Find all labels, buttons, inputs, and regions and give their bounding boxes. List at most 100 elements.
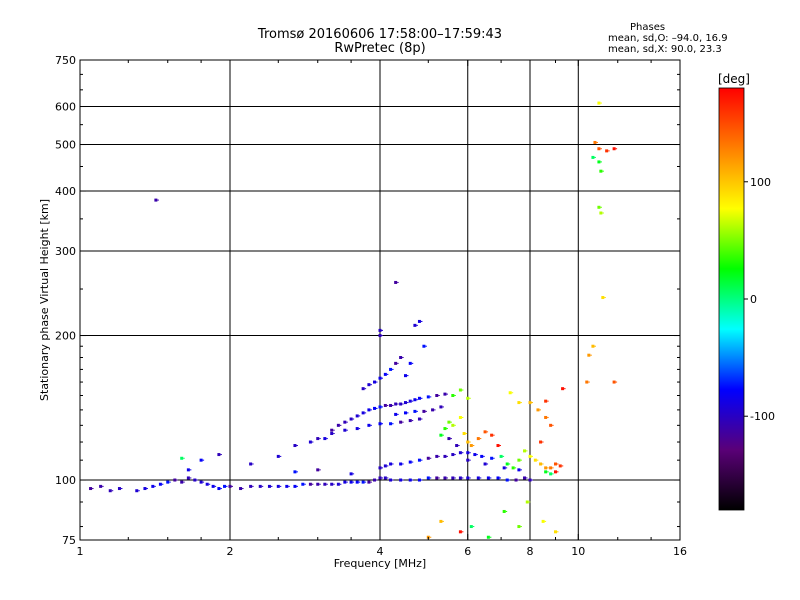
data-point-mark <box>442 406 444 408</box>
data-point-mark <box>469 477 471 479</box>
data-point <box>447 420 451 424</box>
data-point <box>367 383 371 387</box>
data-point-mark <box>376 479 378 481</box>
data-point-mark <box>429 477 432 479</box>
data-point <box>99 484 103 488</box>
data-point-mark <box>288 485 290 487</box>
data-point <box>408 419 412 423</box>
data-point-mark <box>189 469 192 471</box>
data-point-mark <box>547 416 549 418</box>
data-point <box>466 451 470 455</box>
data-point-mark <box>514 467 517 469</box>
data-point-mark <box>392 423 394 425</box>
grid-lines <box>80 60 680 540</box>
data-point-mark <box>370 481 372 483</box>
data-point-mark <box>208 483 211 485</box>
data-point-mark <box>604 297 606 299</box>
data-point <box>417 396 421 400</box>
data-point <box>505 462 509 466</box>
data-point-mark <box>438 395 440 397</box>
data-point-mark <box>411 400 414 402</box>
data-point <box>389 478 393 482</box>
data-point-mark <box>508 463 511 465</box>
data-point-mark <box>461 416 464 418</box>
data-point <box>117 487 121 491</box>
data-point-mark <box>469 397 471 399</box>
data-point <box>528 478 532 482</box>
data-point-mark <box>446 428 448 430</box>
data-point <box>605 149 609 153</box>
data-point-mark <box>226 485 228 487</box>
data-point <box>514 478 518 482</box>
data-point <box>528 454 532 458</box>
data-point-mark <box>469 459 471 461</box>
data-point-mark <box>157 199 159 201</box>
data-point <box>330 482 334 486</box>
x-tick-label: 10 <box>571 545 585 558</box>
data-point-mark <box>252 463 254 465</box>
data-point-mark <box>261 485 264 487</box>
data-point <box>413 398 417 402</box>
data-point-mark <box>425 345 427 347</box>
data-point-mark <box>420 418 423 420</box>
data-point-mark <box>517 479 520 481</box>
data-point-mark <box>202 481 205 483</box>
data-point-mark <box>311 483 314 485</box>
data-point <box>417 319 421 323</box>
data-point-mark <box>489 536 492 538</box>
x-tick-label: 4 <box>377 545 384 558</box>
data-point <box>394 280 398 284</box>
data-point <box>343 480 347 484</box>
data-point-mark <box>358 481 361 483</box>
data-point <box>601 296 605 300</box>
data-point-mark <box>279 455 282 457</box>
data-point-mark <box>333 433 335 435</box>
data-point <box>158 482 162 486</box>
data-point-mark <box>296 471 298 473</box>
data-point <box>451 453 455 457</box>
data-point-mark <box>420 397 423 399</box>
data-point-mark <box>454 424 456 426</box>
data-point-mark <box>242 488 244 490</box>
data-point <box>523 476 527 480</box>
data-point-mark <box>381 477 383 479</box>
data-point <box>323 482 327 486</box>
data-point <box>462 432 466 436</box>
data-point-mark <box>397 362 399 364</box>
colorbar-unit-label: [deg] <box>718 72 750 86</box>
data-point <box>469 444 473 448</box>
data-point <box>443 454 447 458</box>
data-point <box>330 428 334 432</box>
data-point-mark <box>429 457 432 459</box>
data-point <box>355 414 359 418</box>
data-point-mark <box>511 392 514 394</box>
data-point-mark <box>465 433 468 435</box>
data-point <box>378 334 382 338</box>
data-point <box>267 484 271 488</box>
data-point-mark <box>364 412 367 414</box>
data-point-mark <box>92 488 94 490</box>
data-point <box>308 482 312 486</box>
data-point-mark <box>397 403 399 405</box>
data-point <box>323 437 327 441</box>
data-point <box>541 519 545 523</box>
data-point-mark <box>479 438 482 440</box>
data-point-mark <box>476 454 478 456</box>
data-point <box>458 415 462 419</box>
data-point <box>355 427 359 431</box>
data-point-mark <box>402 403 404 405</box>
data-point-mark <box>392 463 394 465</box>
data-point <box>367 408 371 412</box>
data-point <box>597 160 601 164</box>
data-point <box>285 484 289 488</box>
data-point <box>180 480 184 484</box>
data-point-mark <box>508 479 511 481</box>
data-point-mark <box>176 479 178 481</box>
data-point <box>458 530 462 534</box>
data-point-mark <box>183 457 185 459</box>
colorbar <box>719 88 744 510</box>
data-point-mark <box>183 481 185 483</box>
data-point <box>151 484 155 488</box>
data-point <box>378 328 382 332</box>
data-point-mark <box>370 424 372 426</box>
